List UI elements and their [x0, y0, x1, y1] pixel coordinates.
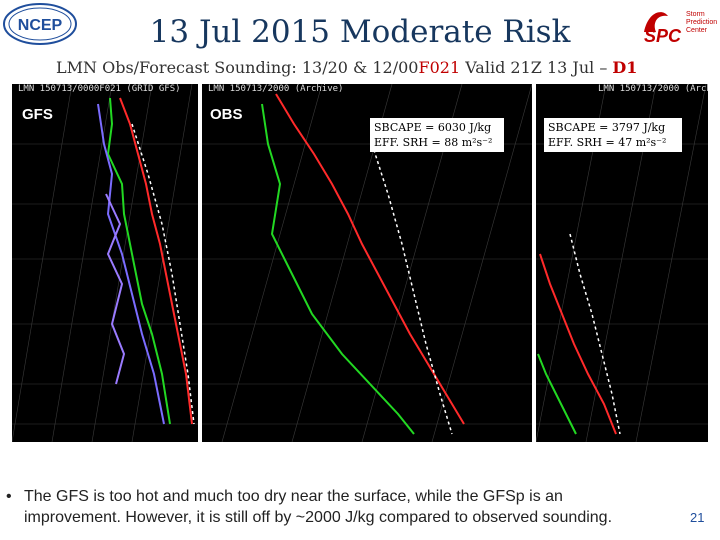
svg-text:NCEP: NCEP — [18, 17, 63, 34]
gfs-wetbulb-trace — [97, 103, 165, 425]
svg-text:Storm: Storm — [686, 11, 705, 18]
obs-panel-label: OBS — [210, 106, 243, 123]
summary-bullet: • The GFS is too hot and much too dry ne… — [6, 486, 664, 528]
obs-panel-header: LMN 150713/2000 (Archive) — [208, 84, 344, 94]
gfs-wind-profile — [105, 193, 126, 385]
obs-parcel-trace — [371, 143, 453, 435]
gfsp-parcel-trace — [569, 233, 621, 435]
obs-dewpoint-trace — [261, 103, 415, 435]
subtitle-day: D1 — [612, 58, 638, 77]
page-number: 21 — [690, 510, 705, 525]
obs-temperature-trace — [275, 93, 465, 425]
subtitle-prefix: LMN Obs/Forecast Sounding: 13/20 & 12/00 — [56, 58, 419, 77]
gfsp-temperature-trace — [539, 253, 617, 435]
summary-text: The GFS is too hot and much too dry near… — [24, 488, 613, 526]
gfsp-panel-header: LMN 150713/2000 (Archive) — [598, 84, 708, 94]
obs-sounding-panel: LMN 150713/2000 (Archive) OBS SBCAPE = 6… — [202, 84, 532, 442]
gfsp-eff-srh: EFF. SRH = 47 m²s⁻² — [548, 136, 667, 149]
gfsp-dewpoint-trace — [537, 353, 577, 435]
gfs-sounding-panel: LMN 150713/0000F021 (GRID GFS) GFS — [12, 84, 198, 442]
svg-text:SPC: SPC — [644, 26, 682, 46]
svg-text:Prediction: Prediction — [686, 19, 717, 26]
gfsp-sbcape: SBCAPE = 3797 J/kg — [548, 121, 666, 134]
gfs-skewt-plot — [12, 84, 198, 442]
obs-eff-srh: EFF. SRH = 88 m²s⁻² — [374, 136, 493, 149]
obs-sbcape: SBCAPE = 6030 J/kg — [374, 121, 492, 134]
gfs-panel-header: LMN 150713/0000F021 (GRID GFS) — [18, 84, 181, 94]
gfsp-sounding-panel: LMN 150713/2000 (Archive) SBCAPE = 3797 … — [536, 84, 708, 442]
spc-logo: SPC Storm Prediction Center — [640, 2, 718, 48]
gfs-panel-label: GFS — [22, 106, 53, 123]
ncep-logo: NCEP — [3, 3, 77, 45]
bullet-marker: • — [6, 488, 12, 505]
slide-title: 13 Jul 2015 Moderate Risk — [149, 14, 571, 50]
svg-text:Center: Center — [686, 27, 708, 34]
subtitle-forecast-hour: F021 — [418, 58, 461, 77]
subtitle-valid: Valid 21Z 13 Jul – — [460, 58, 613, 77]
gfs-dewpoint-trace — [106, 97, 171, 425]
gfs-temperature-trace — [119, 97, 193, 425]
slide-subtitle: LMN Obs/Forecast Sounding: 13/20 & 12/00… — [56, 58, 696, 77]
obs-stats-box: SBCAPE = 6030 J/kg EFF. SRH = 88 m²s⁻² — [370, 118, 504, 152]
gfsp-stats-box: SBCAPE = 3797 J/kg EFF. SRH = 47 m²s⁻² — [544, 118, 682, 152]
